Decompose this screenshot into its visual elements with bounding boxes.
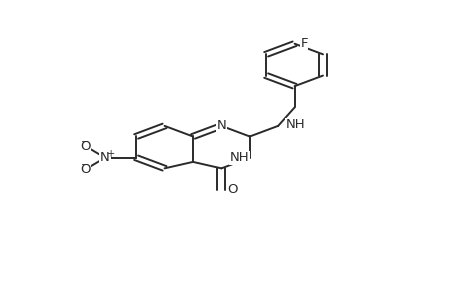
Text: +: + bbox=[106, 148, 115, 159]
Text: F: F bbox=[300, 37, 307, 50]
Text: N: N bbox=[100, 151, 110, 164]
Text: O: O bbox=[80, 163, 90, 176]
Text: −: − bbox=[80, 137, 89, 147]
Text: NH: NH bbox=[230, 151, 249, 164]
Text: O: O bbox=[80, 140, 90, 152]
Text: NH: NH bbox=[285, 118, 304, 131]
Text: N: N bbox=[216, 119, 226, 132]
Text: O: O bbox=[227, 183, 237, 196]
Text: −: − bbox=[80, 160, 89, 170]
